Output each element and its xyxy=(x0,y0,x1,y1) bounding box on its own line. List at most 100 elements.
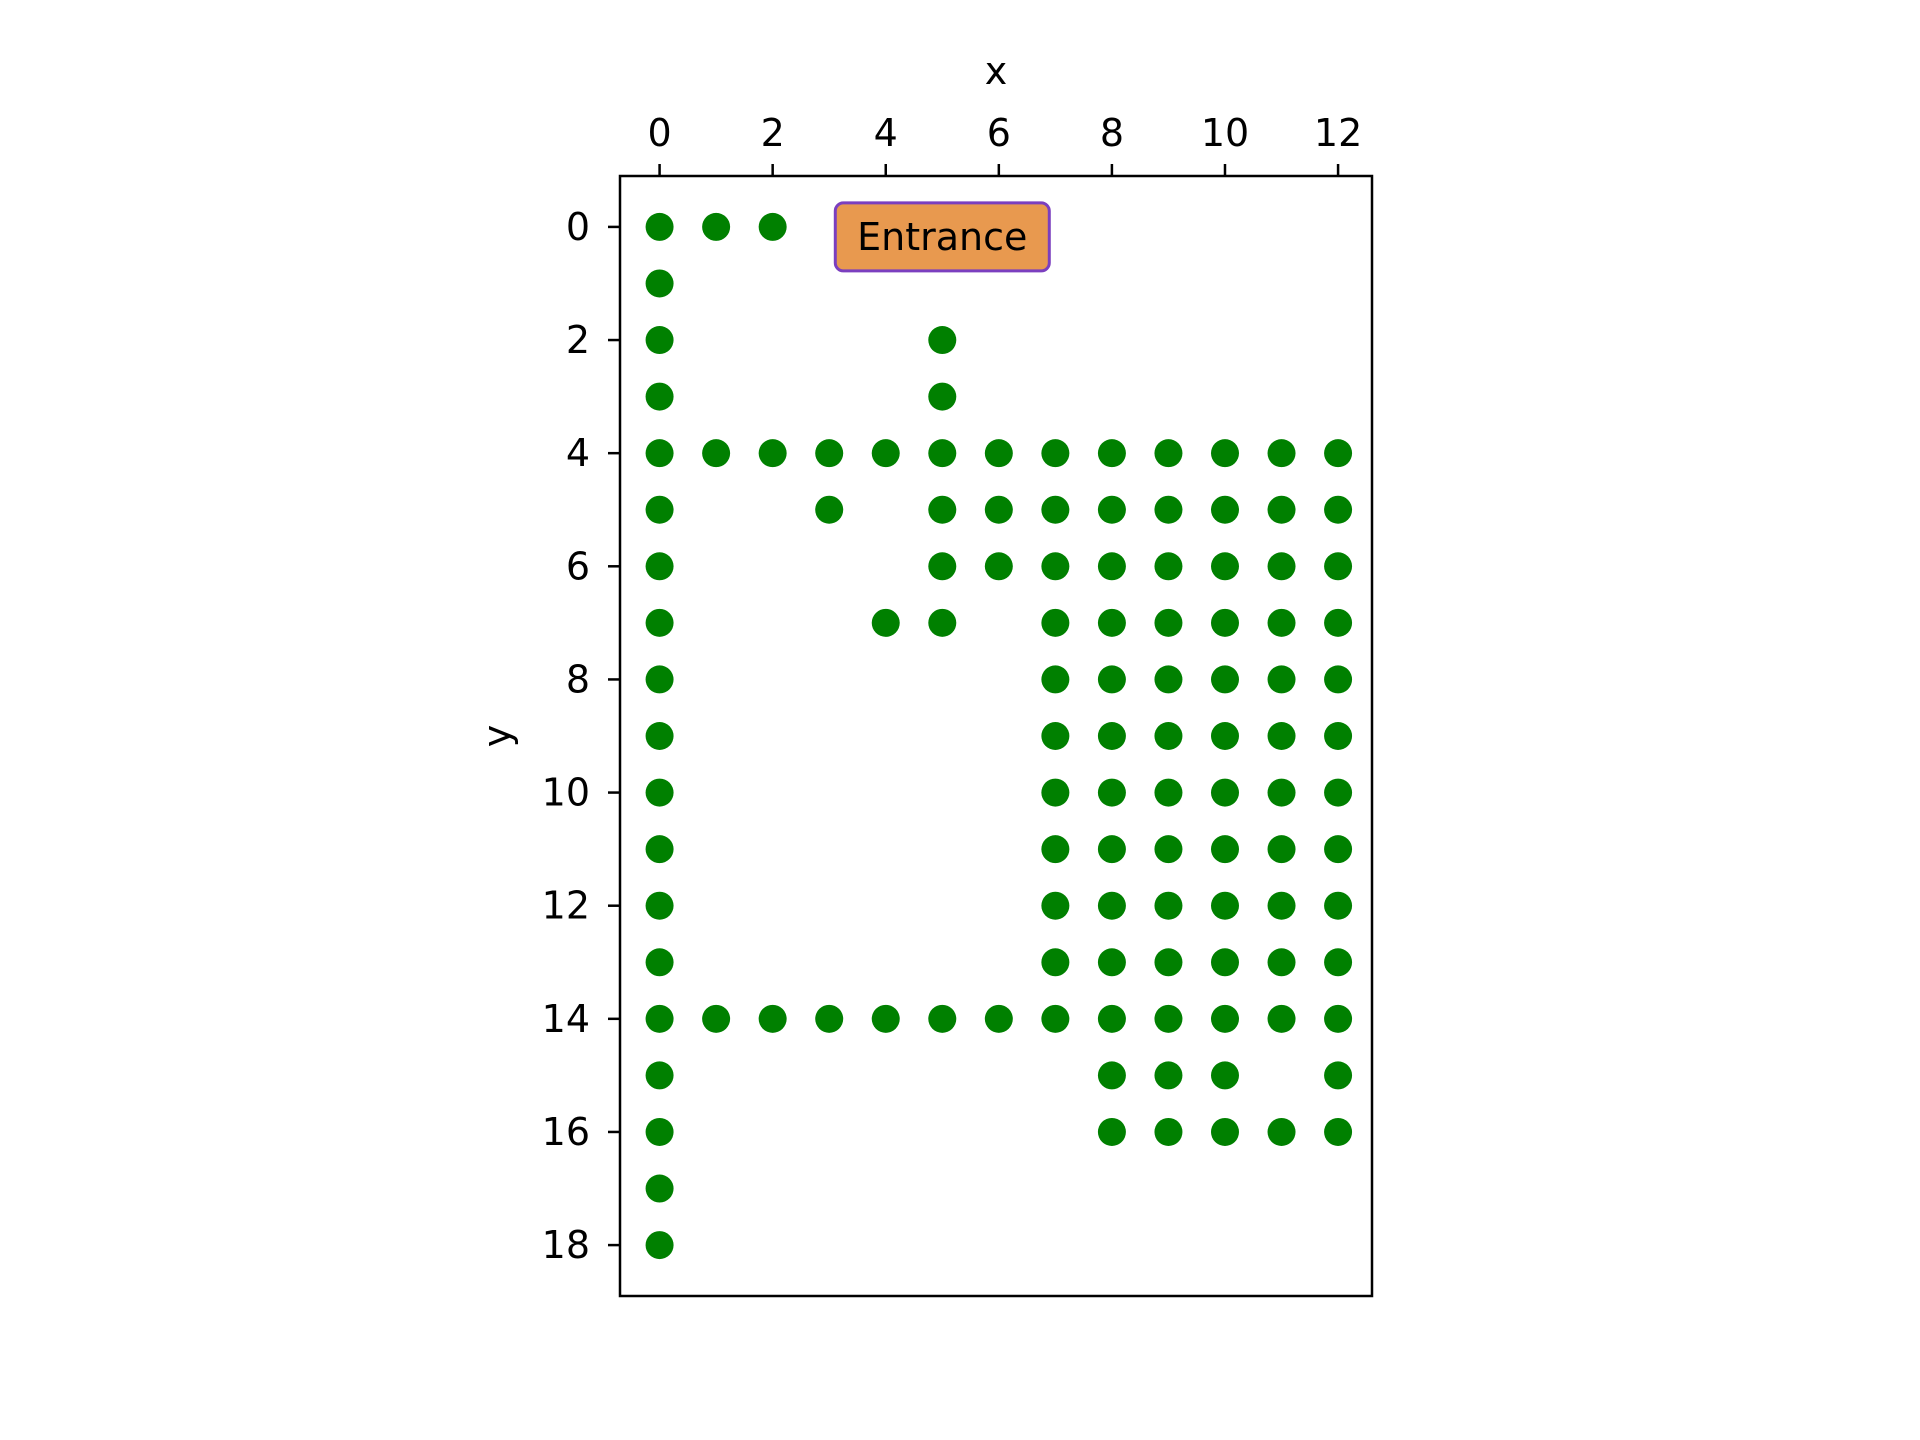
x-tick-label: 8 xyxy=(1100,111,1124,155)
data-point xyxy=(815,495,844,524)
data-point xyxy=(1154,608,1183,637)
data-point xyxy=(1097,835,1126,864)
data-point xyxy=(645,608,674,637)
data-point xyxy=(1041,439,1070,468)
data-point xyxy=(1324,1117,1353,1146)
data-point xyxy=(1041,608,1070,637)
annotation-box xyxy=(833,201,1051,273)
data-point xyxy=(928,439,957,468)
data-point xyxy=(1154,948,1183,977)
data-point xyxy=(1097,1061,1126,1090)
y-tick-label: 4 xyxy=(566,431,590,475)
data-point xyxy=(1267,835,1296,864)
data-point xyxy=(645,326,674,355)
data-point xyxy=(645,835,674,864)
data-point xyxy=(928,326,957,355)
data-point xyxy=(1154,495,1183,524)
data-point xyxy=(1324,1004,1353,1033)
data-point xyxy=(1097,891,1126,920)
data-point xyxy=(1154,552,1183,581)
data-point xyxy=(1324,891,1353,920)
data-point xyxy=(815,439,844,468)
y-axis-title: y xyxy=(475,725,519,748)
data-point xyxy=(1097,439,1126,468)
data-point xyxy=(1154,439,1183,468)
data-point xyxy=(1324,948,1353,977)
data-point xyxy=(1267,891,1296,920)
data-point xyxy=(871,608,900,637)
data-point xyxy=(928,552,957,581)
data-point xyxy=(1097,552,1126,581)
data-point xyxy=(1154,1004,1183,1033)
data-point xyxy=(1324,665,1353,694)
data-point xyxy=(1267,439,1296,468)
data-point xyxy=(984,495,1013,524)
data-point xyxy=(1097,495,1126,524)
y-tick-label: 12 xyxy=(542,884,590,928)
data-point xyxy=(1210,495,1239,524)
data-point xyxy=(1210,948,1239,977)
data-point xyxy=(871,439,900,468)
data-point xyxy=(1154,722,1183,750)
data-point xyxy=(1041,495,1070,524)
x-tick-label: 6 xyxy=(987,111,1011,155)
x-axis-title: x xyxy=(985,49,1008,93)
data-point xyxy=(1097,665,1126,694)
x-tick-label: 0 xyxy=(647,111,671,155)
data-point xyxy=(1097,608,1126,637)
data-point xyxy=(928,608,957,637)
data-point xyxy=(928,1004,957,1033)
data-point xyxy=(645,722,674,750)
y-tick-label: 0 xyxy=(566,205,590,249)
data-point xyxy=(1210,665,1239,694)
y-tick-label: 16 xyxy=(542,1110,590,1154)
data-point xyxy=(1154,835,1183,864)
data-point xyxy=(1267,552,1296,581)
data-point xyxy=(1041,1004,1070,1033)
data-point xyxy=(645,439,674,468)
data-point xyxy=(645,665,674,694)
plot-frame xyxy=(618,174,1374,1298)
data-point xyxy=(1267,722,1296,750)
data-point xyxy=(702,1004,731,1033)
data-point xyxy=(1097,778,1126,807)
data-point xyxy=(928,495,957,524)
data-point xyxy=(1041,722,1070,750)
data-point xyxy=(1324,1061,1353,1090)
data-point xyxy=(758,439,787,468)
y-axis-ticks: 0 2 4 6 8 10 12 14 16 18 xyxy=(542,205,620,1267)
data-point xyxy=(645,269,674,298)
data-point xyxy=(1210,439,1239,468)
data-point xyxy=(984,439,1013,468)
data-point xyxy=(984,552,1013,581)
data-point xyxy=(1154,891,1183,920)
data-point xyxy=(1267,948,1296,977)
data-point xyxy=(645,1231,674,1260)
data-point xyxy=(758,212,787,241)
x-tick-label: 10 xyxy=(1201,111,1249,155)
data-point xyxy=(1154,1117,1183,1146)
data-point xyxy=(645,212,674,241)
data-point xyxy=(871,1004,900,1033)
data-point xyxy=(645,1004,674,1033)
data-point xyxy=(1097,722,1126,750)
data-point xyxy=(1210,778,1239,807)
data-point xyxy=(1324,495,1353,524)
data-point xyxy=(1324,608,1353,637)
data-point xyxy=(758,1004,787,1033)
data-point xyxy=(702,439,731,468)
y-tick-label: 8 xyxy=(566,657,590,701)
y-tick-label: 2 xyxy=(566,318,590,362)
data-point xyxy=(928,382,957,411)
data-point xyxy=(645,382,674,411)
data-point xyxy=(1267,1117,1296,1146)
data-point xyxy=(1324,778,1353,807)
data-point xyxy=(645,948,674,977)
y-tick-label: 14 xyxy=(542,997,590,1041)
data-point xyxy=(645,1117,674,1146)
data-point xyxy=(1097,1117,1126,1146)
data-point xyxy=(1210,1004,1239,1033)
data-point xyxy=(1041,552,1070,581)
x-tick-label: 12 xyxy=(1314,111,1362,155)
